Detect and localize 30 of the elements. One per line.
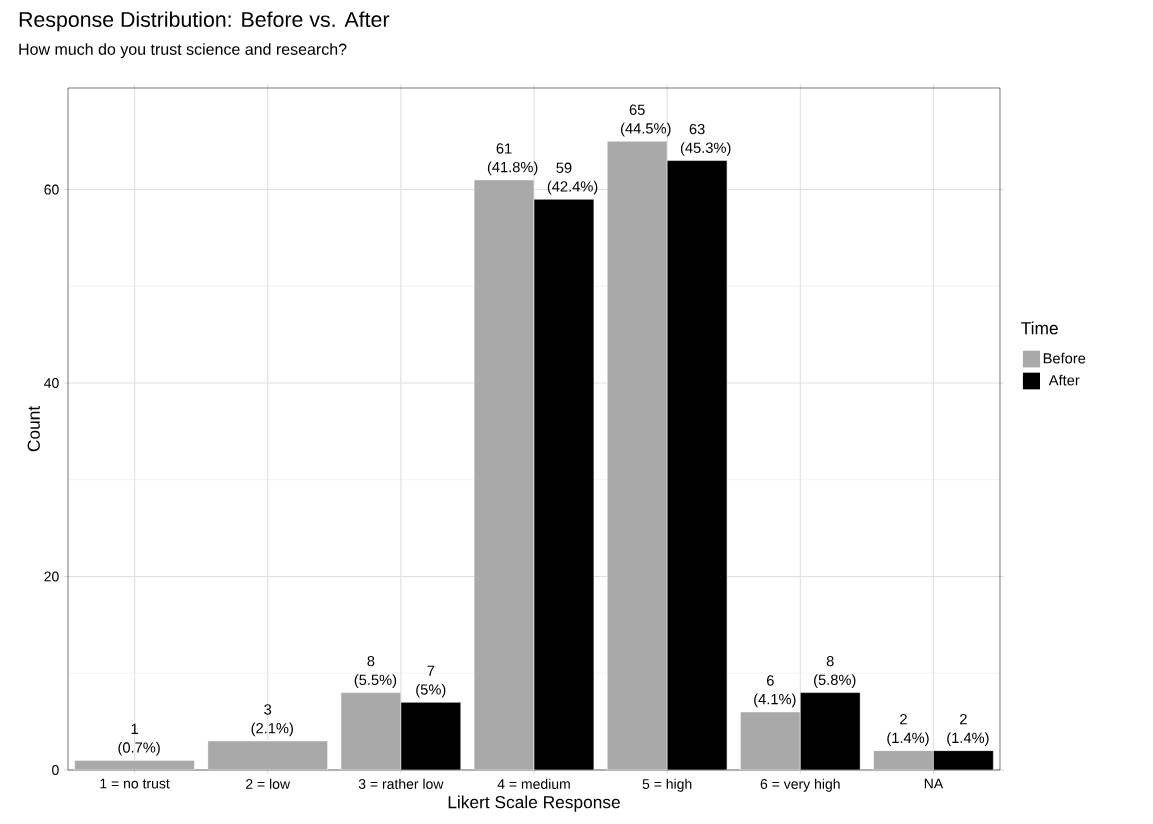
y-tick-label: 0 bbox=[52, 765, 59, 775]
x-tick-label: 4 = medium bbox=[497, 778, 570, 789]
x-tick-label: 2 = low bbox=[246, 778, 291, 789]
legend-title: Time bbox=[1021, 321, 1058, 335]
data-label: 59 (42.4%) bbox=[547, 162, 598, 195]
data-label: 2 (1.4%) bbox=[947, 714, 989, 746]
y-tick-label: 60 bbox=[44, 184, 59, 195]
y-tick-label: 20 bbox=[44, 571, 59, 582]
x-axis-title: Likert Scale Response bbox=[448, 795, 620, 812]
x-tick-label: 3 = rather low bbox=[358, 778, 444, 789]
legend-label: After bbox=[1048, 374, 1080, 386]
data-label: 8 (5.5%) bbox=[354, 655, 397, 688]
data-label: 1 (0.7%) bbox=[118, 723, 160, 756]
data-label: 61 (41.8%) bbox=[487, 143, 538, 176]
chart-subtitle: How much do you trust science and research? bbox=[19, 43, 347, 59]
data-label: 65 (44.5%) bbox=[621, 104, 671, 137]
x-tick-label: NA bbox=[924, 778, 944, 789]
data-label: 2 (1.4%) bbox=[887, 714, 929, 746]
data-label: 3 (2.1%) bbox=[251, 704, 293, 737]
data-label: 8 (5.8%) bbox=[814, 655, 856, 688]
x-tick-label: 1 = no trust bbox=[100, 778, 170, 789]
data-label: 6 (4.1%) bbox=[754, 675, 796, 708]
y-axis-title: Count bbox=[27, 406, 40, 452]
x-tick-label: 6 = very high bbox=[760, 778, 840, 792]
data-label: 7 (5%) bbox=[416, 665, 446, 698]
y-tick-label: 40 bbox=[44, 378, 59, 389]
x-tick-label: 5 = high bbox=[642, 778, 692, 792]
legend-label: Before bbox=[1043, 352, 1086, 364]
chart-title: Response Distribution: Before vs. After bbox=[19, 11, 390, 32]
data-label: 63 (45.3%) bbox=[680, 123, 731, 156]
